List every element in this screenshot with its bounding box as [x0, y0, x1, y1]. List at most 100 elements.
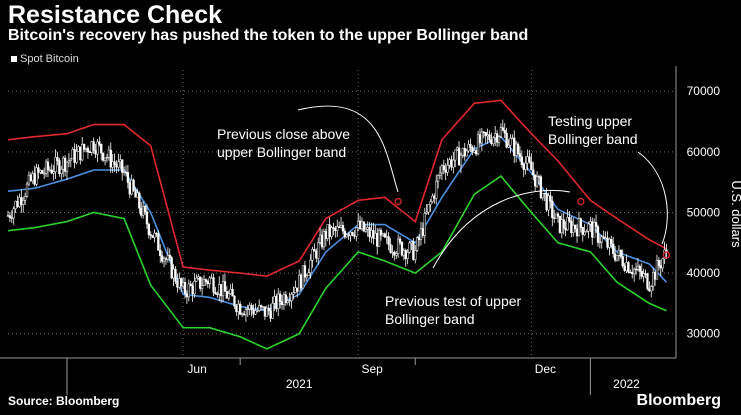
- price-candle-body: [410, 241, 413, 244]
- price-candle-body: [440, 165, 444, 174]
- price-candle-body: [566, 217, 569, 231]
- price-candle-body: [18, 197, 21, 207]
- price-candle-body: [259, 305, 263, 308]
- price-candle-body: [138, 192, 141, 209]
- price-candle-body: [513, 137, 516, 156]
- price-candle-body: [534, 174, 537, 187]
- price-candle-body: [640, 271, 643, 277]
- price-candle-body: [385, 236, 388, 238]
- price-candle-body: [360, 221, 364, 229]
- price-candle-body: [210, 277, 213, 279]
- price-candle-body: [191, 285, 194, 295]
- price-candle-body: [486, 134, 489, 137]
- price-candle-body: [497, 136, 501, 143]
- price-candle-body: [412, 241, 415, 260]
- price-candle-body: [183, 282, 187, 294]
- x-tick-label: Jun: [187, 362, 206, 376]
- price-candle-body: [130, 179, 133, 195]
- price-candle-body: [303, 265, 307, 278]
- price-candle-body: [370, 230, 373, 238]
- price-candle-body: [94, 150, 97, 155]
- price-candle-body: [31, 173, 34, 182]
- price-candle-body: [197, 276, 200, 279]
- price-candle-body: [514, 143, 518, 156]
- price-candle-body: [122, 171, 126, 174]
- price-candle-body: [469, 144, 472, 148]
- annotation-text: Testing upper: [548, 113, 632, 129]
- price-candle-body: [425, 211, 428, 214]
- price-candle-body: [73, 149, 76, 163]
- annotation-text: Previous close above: [217, 126, 350, 142]
- price-candle-body: [23, 195, 27, 201]
- price-candle-body: [271, 303, 274, 319]
- price-candle-body: [503, 130, 506, 134]
- price-candle-body: [484, 132, 487, 137]
- price-candle-body: [115, 164, 118, 168]
- price-candle-body: [556, 213, 560, 217]
- price-candle-body: [258, 305, 261, 311]
- price-candle-body: [591, 221, 594, 238]
- price-candle-body: [140, 207, 143, 216]
- price-candle-body: [221, 281, 225, 297]
- price-candle-body: [320, 234, 324, 248]
- price-candle-body: [212, 277, 215, 293]
- price-candle-body: [216, 293, 219, 295]
- price-candle-body: [307, 272, 310, 276]
- price-candle-body: [414, 250, 417, 260]
- price-candle-body: [575, 228, 579, 237]
- price-candle-body: [511, 137, 514, 140]
- price-candle-body: [461, 148, 464, 156]
- price-candle-body: [659, 265, 662, 269]
- price-candle-body: [648, 288, 651, 292]
- price-candle-body: [244, 309, 248, 316]
- price-candle-body: [554, 213, 558, 219]
- price-candle-body: [524, 162, 527, 170]
- price-candle-body: [43, 173, 46, 175]
- price-candle-body: [535, 176, 539, 187]
- price-candle-body: [655, 260, 659, 280]
- price-candle-body: [277, 293, 280, 310]
- price-candle-body: [134, 189, 137, 198]
- price-candle-body: [455, 147, 459, 151]
- price-candle-body: [341, 225, 345, 232]
- price-candle-body: [631, 271, 634, 275]
- price-candle-body: [313, 248, 316, 252]
- price-candle-body: [273, 296, 276, 304]
- price-candle-body: [339, 225, 343, 228]
- price-candle-body: [181, 282, 185, 287]
- y-tick-label: 60000: [687, 145, 721, 159]
- y-tick-label: 70000: [687, 84, 721, 98]
- price-candle-body: [404, 250, 407, 259]
- price-candle-body: [381, 233, 385, 236]
- price-candle-body: [482, 131, 485, 134]
- price-candle-body: [444, 169, 447, 173]
- price-candle-body: [284, 294, 288, 303]
- price-candle-body: [84, 147, 88, 150]
- price-candle-body: [246, 308, 249, 311]
- price-candle-body: [206, 281, 209, 285]
- price-candle-body: [355, 227, 358, 237]
- chart-title: Resistance Check: [8, 1, 223, 29]
- y-axis-title: U.S. dollars: [729, 180, 741, 248]
- price-candle-body: [229, 288, 232, 294]
- price-candle-body: [488, 134, 491, 141]
- price-candle-body: [67, 160, 71, 163]
- price-candle-body: [48, 169, 52, 171]
- price-candle-body: [214, 292, 217, 295]
- price-candle-body: [324, 231, 327, 239]
- price-candle-body: [505, 132, 508, 148]
- price-candle-body: [570, 220, 573, 233]
- price-candle-body: [159, 250, 162, 256]
- annotation-marker: [662, 251, 671, 259]
- price-candle-body: [317, 242, 320, 259]
- price-candle-body: [267, 307, 270, 312]
- price-candle-body: [252, 309, 255, 315]
- price-candle-body: [275, 296, 278, 310]
- price-candle-body: [492, 137, 495, 145]
- price-candle-body: [604, 237, 607, 239]
- price-candle-body: [377, 229, 381, 247]
- price-candle-body: [263, 306, 267, 317]
- price-candle-body: [454, 149, 457, 161]
- price-candle-body: [615, 255, 619, 261]
- middle-band-line: [7, 135, 668, 312]
